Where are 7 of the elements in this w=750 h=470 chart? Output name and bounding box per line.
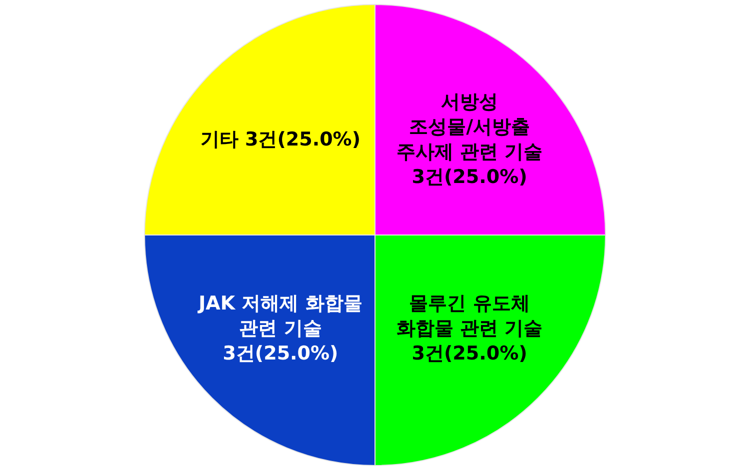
data-label: 3건(25.0%): [412, 166, 528, 188]
slice-label: 몰루긴 유도체 화합물 관련 기술: [396, 292, 543, 340]
data-label: 3건(25.0%): [412, 342, 528, 364]
slice-label: 기타 3건(25.0%): [200, 128, 361, 150]
data-label: 3건(25.0%): [222, 342, 338, 364]
slice-label: JAK 저해제 화합물 관련 기술: [196, 292, 362, 340]
slice-label: 서방성 조성물/서방출 주사제 관련 기술: [396, 90, 543, 163]
